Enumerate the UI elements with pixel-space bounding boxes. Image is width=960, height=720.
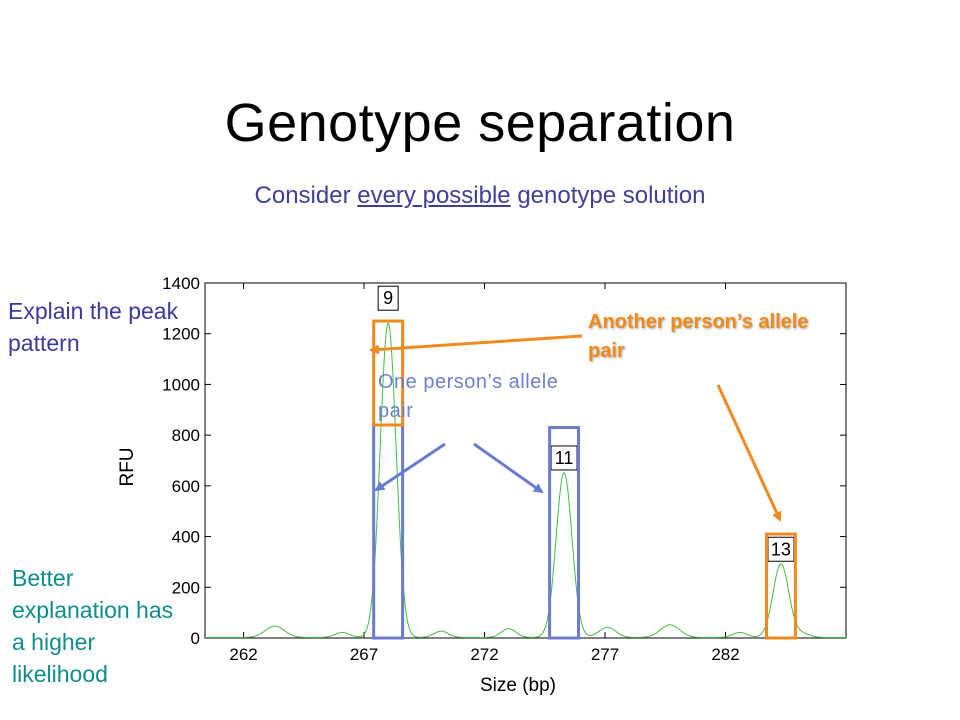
subtitle: Consider every possible genotype solutio… <box>0 182 960 210</box>
y-tick-label: 600 <box>172 477 200 496</box>
arrow-one-left <box>374 442 446 492</box>
allele-label: 13 <box>771 539 791 559</box>
x-tick-label: 282 <box>711 645 739 664</box>
x-axis-ticks: 262 267 272 277 282 <box>229 283 740 664</box>
arrow-another-right <box>716 384 782 522</box>
another-person-callout: Another person’s allele pair <box>588 311 809 362</box>
one-person-callout: One person’s allele pair <box>378 371 559 422</box>
x-axis-label: Size (bp) <box>480 675 556 696</box>
subtitle-post: genotype solution <box>510 182 706 209</box>
explain-peak-pattern-note: Explain the peak pattern <box>8 298 179 356</box>
x-tick-label: 272 <box>470 645 498 664</box>
genotype-box-one <box>372 423 405 640</box>
y-tick-label: 800 <box>172 426 200 445</box>
allele-label: 11 <box>555 448 574 468</box>
subtitle-underlined: every possible <box>357 182 511 209</box>
x-tick-label: 277 <box>591 645 619 664</box>
subtitle-pre: Consider <box>254 182 358 209</box>
x-tick-label: 262 <box>229 645 257 664</box>
allele-labels: 9 11 13 <box>377 285 795 562</box>
y-tick-label: 1200 <box>162 325 200 344</box>
x-tick-label: 267 <box>350 645 378 664</box>
y-axis-label: RFU <box>117 447 138 486</box>
y-tick-label: 1000 <box>162 375 200 394</box>
allele-label-box <box>377 285 399 311</box>
genotype-boxes <box>372 319 797 640</box>
y-tick-label: 0 <box>191 629 200 648</box>
genotype-box-two <box>764 532 797 640</box>
y-axis-ticks: 0 200 400 600 800 1000 1200 1400 <box>162 274 846 648</box>
genotype-box-two <box>372 319 405 427</box>
rfu-trace <box>205 321 846 638</box>
genotype-box-one <box>548 426 581 640</box>
likelihood-note: Better explanation has a higher likeliho… <box>12 565 174 687</box>
plot-frame <box>204 282 847 639</box>
allele-label-box <box>550 445 578 471</box>
arrow-another-left <box>369 334 583 355</box>
arrow-one-right <box>473 442 544 494</box>
y-tick-label: 200 <box>172 578 200 597</box>
y-tick-label: 400 <box>172 528 200 547</box>
slide-title: Genotype separation <box>224 93 736 153</box>
y-tick-label: 1400 <box>162 274 200 293</box>
allele-label: 9 <box>383 288 393 308</box>
